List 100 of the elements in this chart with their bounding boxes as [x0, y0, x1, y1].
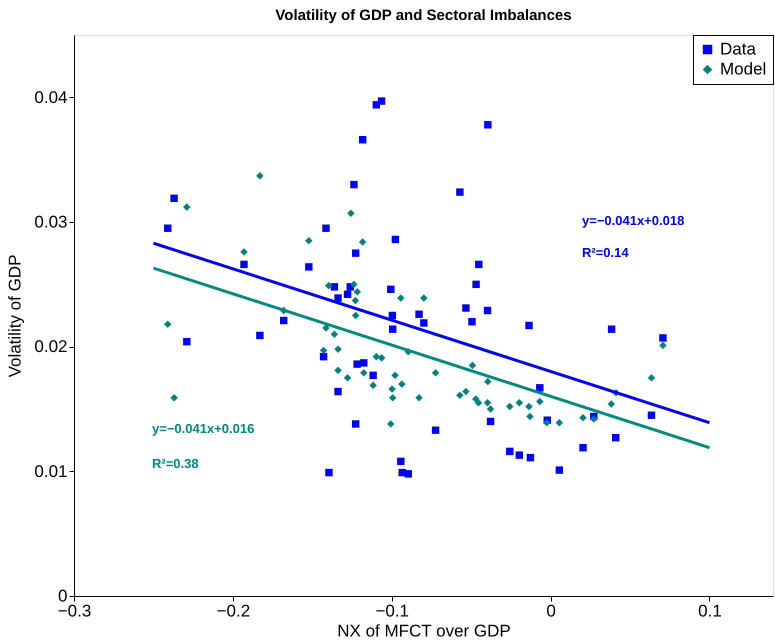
y-axis-title: Volatility of GDP [5, 254, 24, 378]
point [543, 419, 550, 426]
point [474, 399, 482, 406]
y-tick-label: 0.01 [34, 462, 68, 481]
point [352, 249, 360, 257]
point [256, 332, 264, 340]
point [472, 280, 480, 288]
point [648, 412, 656, 419]
point [387, 286, 394, 294]
point [378, 354, 386, 362]
annotation: y=−0.041x+0.018 [582, 213, 684, 228]
point [462, 388, 470, 396]
point [322, 224, 330, 232]
point [397, 294, 404, 302]
point [369, 382, 377, 390]
point [468, 362, 476, 370]
point [392, 236, 400, 244]
point [516, 451, 524, 459]
point [358, 136, 366, 144]
point [334, 388, 342, 396]
point [372, 352, 380, 360]
point [350, 280, 358, 288]
point [256, 172, 264, 180]
point [324, 282, 332, 290]
point [240, 248, 248, 256]
point [334, 366, 342, 374]
point [360, 369, 368, 377]
point [391, 372, 399, 380]
point [456, 392, 464, 399]
point [484, 378, 492, 386]
point [330, 283, 338, 291]
point [170, 394, 178, 402]
annotation: R²=0.38 [152, 456, 199, 471]
point [526, 412, 534, 420]
annotation: y=−0.041x+0.016 [152, 421, 254, 436]
point [536, 384, 544, 392]
point [325, 468, 333, 476]
point [648, 374, 656, 382]
y-tick-label: 0.03 [34, 212, 68, 232]
point [415, 394, 423, 402]
point [369, 372, 377, 380]
point [432, 369, 440, 377]
point [387, 420, 394, 428]
point [354, 288, 361, 296]
point [404, 470, 412, 478]
point [659, 342, 667, 350]
point [468, 318, 476, 326]
point [350, 180, 358, 188]
point [659, 334, 667, 342]
point [432, 426, 440, 434]
point [398, 380, 406, 388]
legend-label: Data [720, 40, 756, 58]
point [358, 238, 366, 246]
x-tick-label: −0.2 [216, 602, 250, 620]
point [556, 466, 564, 474]
point [462, 304, 470, 312]
x-tick-label: 0.1 [698, 602, 722, 620]
point [579, 444, 587, 452]
point [240, 260, 248, 268]
point [397, 458, 404, 466]
x-tick-label: 0 [546, 602, 556, 620]
point [525, 402, 533, 410]
point [475, 260, 482, 268]
point [334, 345, 342, 353]
point [305, 263, 313, 271]
point [305, 236, 313, 244]
point [590, 415, 598, 423]
point [526, 454, 534, 462]
point [322, 324, 330, 332]
point [536, 398, 544, 406]
point [183, 203, 190, 211]
point [612, 434, 620, 442]
point [608, 326, 616, 333]
point [486, 405, 494, 413]
point [280, 316, 288, 324]
point [183, 338, 190, 346]
point [420, 319, 428, 327]
point [352, 296, 360, 304]
y-tick-label: 0.02 [34, 337, 68, 356]
point [170, 194, 178, 202]
point [415, 310, 423, 318]
point [388, 326, 396, 333]
point [420, 294, 428, 302]
point [347, 210, 355, 217]
x-tick-label: −0.1 [375, 602, 410, 620]
point [556, 419, 564, 426]
point [456, 188, 464, 196]
y-tick-label: 0.04 [34, 88, 68, 107]
point [506, 448, 514, 456]
chart-title: Volatility of GDP and Sectoral Imbalances [275, 7, 572, 24]
point [352, 420, 360, 428]
point [484, 121, 492, 128]
point [320, 346, 328, 354]
point [352, 312, 360, 320]
point [516, 399, 524, 406]
point [164, 224, 172, 232]
legend-label: Model [720, 60, 766, 78]
point [344, 290, 352, 298]
annotation: R²=0.14 [582, 245, 630, 260]
point [320, 352, 328, 360]
